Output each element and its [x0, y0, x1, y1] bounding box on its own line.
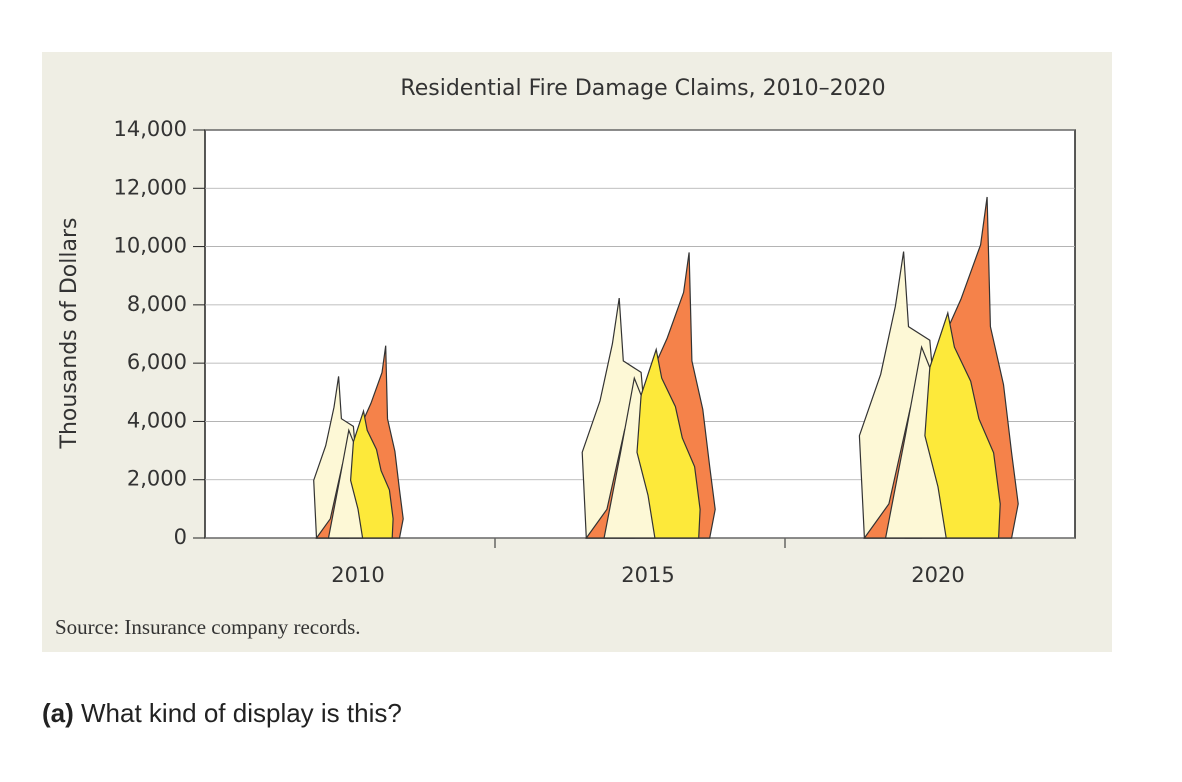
page: Residential Fire Damage Claims, 2010–202… — [42, 52, 1112, 728]
y-tick-label: 0 — [174, 525, 187, 549]
y-tick-label: 4,000 — [127, 408, 187, 432]
x-tick-label: 2010 — [331, 563, 384, 587]
y-tick-label: 8,000 — [127, 292, 187, 316]
y-axis-label: Thousands of Dollars — [57, 218, 82, 450]
y-tick-label: 14,000 — [114, 117, 187, 141]
source-note: Source: Insurance company records. — [55, 615, 361, 639]
flame-decoration — [884, 344, 947, 539]
flame-decoration — [603, 375, 656, 539]
y-tick-label: 12,000 — [114, 175, 187, 199]
y-tick-label: 2,000 — [127, 467, 187, 491]
flame-decoration — [327, 428, 364, 539]
x-tick-label: 2015 — [621, 563, 674, 587]
chart: Residential Fire Damage Claims, 2010–202… — [42, 52, 1112, 652]
question: (a) What kind of display is this? — [42, 698, 402, 729]
y-tick-label: 6,000 — [127, 350, 187, 374]
chart-title: Residential Fire Damage Claims, 2010–202… — [400, 76, 885, 101]
question-label: (a) — [42, 698, 74, 728]
y-tick-label: 10,000 — [114, 234, 187, 258]
x-tick-label: 2020 — [911, 563, 964, 587]
question-text: What kind of display is this? — [81, 698, 402, 728]
